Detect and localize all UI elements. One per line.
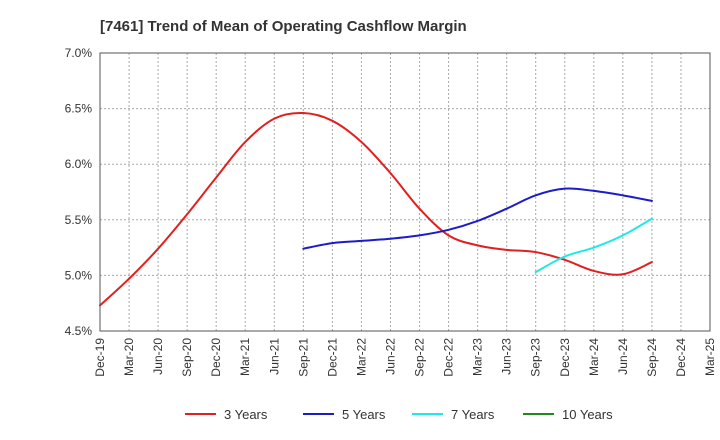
x-tick-label: Sep-21 xyxy=(296,338,310,377)
x-tick-label: Mar-24 xyxy=(587,338,601,376)
x-axis: Dec-19 Mar-20 Jun-20 Sep-20 Dec-20 Mar-21 Jun-… xyxy=(93,338,717,377)
series-layer xyxy=(99,111,653,307)
y-tick-label: 5.5% xyxy=(65,213,93,227)
legend-label-5-years: 5 Years xyxy=(342,407,386,422)
x-tick-label: Dec-23 xyxy=(558,338,572,377)
x-tick-label: Mar-25 xyxy=(703,338,717,376)
y-tick-label: 6.0% xyxy=(65,157,93,171)
x-tick-label: Dec-22 xyxy=(442,338,456,377)
legend-label-10-years: 10 Years xyxy=(562,407,613,422)
legend-label-7-years: 7 Years xyxy=(451,407,495,422)
x-tick-label: Jun-24 xyxy=(616,338,630,375)
x-tick-label: Sep-22 xyxy=(413,338,427,377)
x-tick-label: Mar-22 xyxy=(354,338,368,376)
x-tick-label: Jun-20 xyxy=(151,338,165,375)
x-tick-label: Dec-20 xyxy=(209,338,223,377)
x-tick-label: Jun-22 xyxy=(383,338,397,375)
x-tick-label: Sep-23 xyxy=(529,338,543,377)
series-line-5-years xyxy=(302,187,653,250)
x-tick-label: Dec-21 xyxy=(325,338,339,377)
legend-label-3-years: 3 Years xyxy=(224,407,268,422)
legend: 3 Years 5 Years 7 Years 10 Years xyxy=(185,407,613,422)
x-tick-label: Dec-19 xyxy=(93,338,107,377)
y-axis: 4.5% 5.0% 5.5% 6.0% 6.5% 7.0% xyxy=(65,46,93,338)
x-tick-label: Dec-24 xyxy=(674,338,688,377)
plot-border xyxy=(99,52,711,332)
y-tick-label: 5.0% xyxy=(65,268,93,282)
y-tick-label: 4.5% xyxy=(65,324,93,338)
series-line-7-years xyxy=(534,217,653,274)
x-tick-label: Sep-24 xyxy=(645,338,659,377)
x-tick-label: Mar-23 xyxy=(471,338,485,376)
series-line-3-years xyxy=(99,111,653,307)
chart-title: [7461] Trend of Mean of Operating Cashfl… xyxy=(100,18,467,35)
x-tick-label: Jun-23 xyxy=(500,338,514,375)
x-tick-label: Mar-20 xyxy=(122,338,136,376)
y-tick-label: 7.0% xyxy=(65,46,93,60)
x-tick-label: Mar-21 xyxy=(238,338,252,376)
x-tick-label: Sep-20 xyxy=(180,338,194,377)
y-tick-label: 6.5% xyxy=(65,102,93,116)
x-tick-label: Jun-21 xyxy=(267,338,281,375)
